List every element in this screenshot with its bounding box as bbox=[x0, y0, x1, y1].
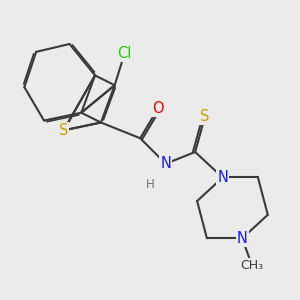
Text: N: N bbox=[217, 170, 228, 185]
Text: O: O bbox=[152, 101, 164, 116]
Text: S: S bbox=[59, 123, 68, 138]
Text: CH₃: CH₃ bbox=[241, 259, 264, 272]
Text: H: H bbox=[146, 178, 154, 191]
Text: Cl: Cl bbox=[117, 46, 132, 61]
Text: S: S bbox=[200, 109, 210, 124]
Text: N: N bbox=[160, 156, 171, 171]
Text: N: N bbox=[237, 231, 248, 246]
